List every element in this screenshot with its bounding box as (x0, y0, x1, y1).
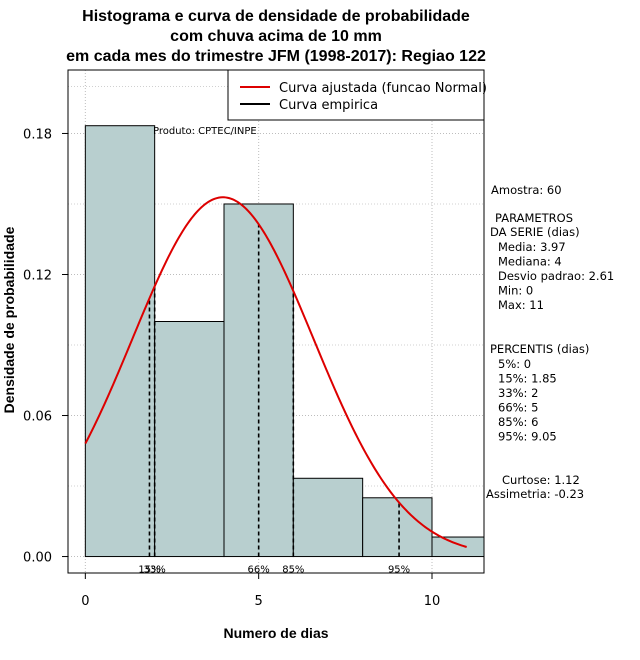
percentile-value: 5%: 0 (498, 357, 531, 371)
histogram-bar (362, 497, 433, 558)
y-axis-label: Densidade de probabilidade (1, 226, 17, 413)
histogram-bar (84, 125, 156, 558)
product-label: Produto: CPTEC/INPE (153, 126, 257, 137)
percentile-label: 33% (144, 565, 166, 576)
title-line: com chuva acima de 10 mm (170, 28, 382, 45)
percentile-label: 15% (138, 565, 160, 576)
histogram-bar (292, 477, 364, 558)
x-tick-label: 0 (81, 594, 89, 609)
percentile-label: 85% (282, 565, 304, 576)
percentile-label: 95% (388, 565, 410, 576)
histogram-bar (431, 536, 485, 558)
y-tick-label: 0.00 (23, 551, 52, 566)
legend-label: Curva ajustada (funcao Normal) (279, 81, 487, 96)
param-value: Mediana: 4 (498, 255, 562, 269)
param-value: Max: 11 (498, 298, 544, 312)
percentile-value: 95%: 9.05 (498, 430, 557, 444)
param-value: Media: 3.97 (498, 240, 566, 254)
param-value: Desvio padrao: 2.61 (498, 269, 614, 283)
chart-title: Histograma e curva de densidade de proba… (66, 8, 486, 65)
x-axis-label: Numero de dias (223, 625, 328, 641)
title-line: em cada mes do trimestre JFM (1998-2017)… (66, 48, 486, 65)
params-title: DA SERIE (dias) (490, 225, 580, 239)
legend: Curva ajustada (funcao Normal) Curva empi… (227, 69, 487, 121)
percentile-value: 15%: 1.85 (498, 372, 557, 386)
percentis-title: PERCENTIS (dias) (490, 342, 589, 356)
percentile-value: 85%: 6 (498, 415, 538, 429)
x-tick-label: 5 (255, 594, 263, 609)
y-tick-label: 0.18 (23, 127, 52, 142)
sample-size: Amostra: 60 (491, 183, 562, 197)
title-line: Histograma e curva de densidade de proba… (82, 8, 470, 25)
percentile-lines: 15%33% 66% 85% 95% (138, 224, 410, 576)
assimetria: Assimetria: -0.23 (486, 487, 584, 501)
percentile-value: 33%: 2 (498, 386, 538, 400)
histogram-bars (84, 125, 485, 558)
x-tick-label: 10 (424, 594, 441, 609)
legend-label: Curva empirica (279, 98, 378, 113)
histogram-bar (154, 321, 225, 558)
y-tick-label: 0.06 (23, 410, 52, 425)
y-tick-label: 0.12 (23, 268, 52, 283)
param-value: Min: 0 (498, 284, 533, 298)
legend-box (227, 69, 485, 121)
percentile-label: 66% (248, 565, 270, 576)
normal-curve-line (84, 196, 467, 548)
normal-curve (84, 196, 467, 548)
params-title: PARAMETROS (495, 211, 573, 225)
axes: 0 5 10 0.00 0.06 0.12 0.18 Numero de dias Densid… (1, 69, 485, 641)
curtose: Curtose: 1.12 (502, 473, 580, 487)
percentile-value: 66%: 5 (498, 401, 538, 415)
